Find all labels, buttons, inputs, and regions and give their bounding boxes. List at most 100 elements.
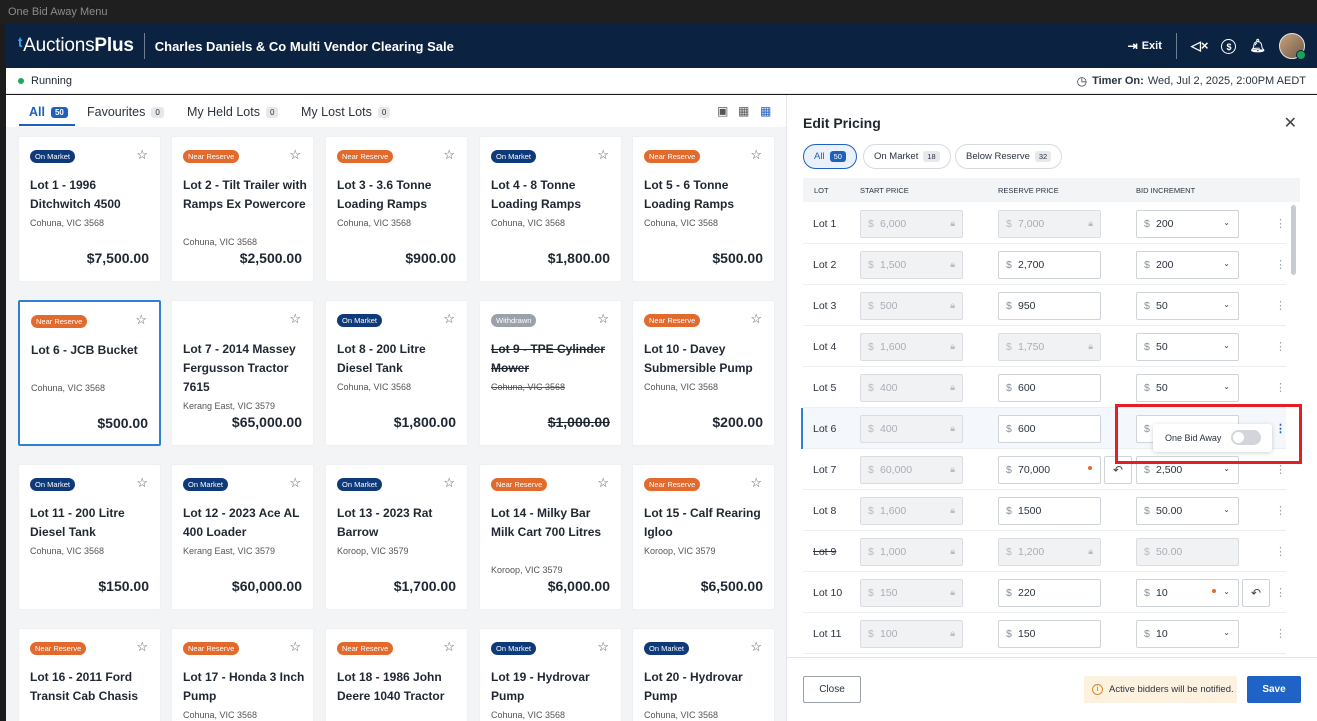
close-button[interactable]: Close: [803, 676, 861, 703]
favourite-star-icon[interactable]: ☆: [443, 475, 455, 490]
reserve-price-field[interactable]: $ 600: [998, 374, 1101, 402]
lot-card[interactable]: On Market ☆ Lot 20 - Hydrovar Pump Cohuna, …: [632, 628, 775, 721]
auctionsplus-logo[interactable]: ᵗ Auctions Plus: [18, 35, 134, 58]
lot-title[interactable]: Lot 20 - Hydrovar Pump: [644, 670, 743, 703]
bid-increment-select[interactable]: $ 50.00 ⌄: [1136, 497, 1239, 525]
favourite-star-icon[interactable]: ☆: [597, 147, 609, 162]
lot-card[interactable]: On Market ☆ Lot 13 - 2023 Rat Barrow Koroop…: [325, 464, 468, 610]
dollar-icon[interactable]: $: [1221, 38, 1237, 55]
lot-card[interactable]: On Market ☆ Lot 4 - 8 Tonne Loading Ramps C…: [479, 136, 622, 282]
reserve-price-field[interactable]: $ 150: [998, 620, 1101, 648]
lot-title[interactable]: Lot 15 - Calf Rearing Igloo: [644, 506, 761, 539]
tab-favourites[interactable]: Favourites 0: [87, 102, 164, 122]
row-menu-icon[interactable]: ⋮: [1275, 505, 1286, 517]
favourite-star-icon[interactable]: ☆: [597, 311, 609, 326]
lot-card[interactable]: Near Reserve ☆ Lot 5 - 6 Tonne Loading Ram…: [632, 136, 775, 282]
row-menu-icon[interactable]: ⋮: [1275, 464, 1286, 476]
reserve-price-field[interactable]: $ 950: [998, 292, 1101, 320]
lot-card[interactable]: On Market ☆ Lot 8 - 200 Litre Diesel Tank C…: [325, 300, 468, 446]
bell-icon[interactable]: 🔔︎: [1249, 38, 1266, 53]
lot-title[interactable]: Lot 16 - 2011 Ford Transit Cab Chasis: [30, 670, 139, 703]
lot-card[interactable]: On Market ☆ Lot 11 - 200 Litre Diesel Tank…: [18, 464, 161, 610]
lot-card[interactable]: Near Reserve ☆ Lot 10 - Davey Submersible …: [632, 300, 775, 446]
lot-card[interactable]: Near Reserve ☆ Lot 15 - Calf Rearing Igloo…: [632, 464, 775, 610]
favourite-star-icon[interactable]: ☆: [750, 475, 762, 490]
lot-title[interactable]: Lot 5 - 6 Tonne Loading Ramps: [644, 178, 735, 211]
lot-card[interactable]: Near Reserve ☆ Lot 3 - 3.6 Tonne Loading R…: [325, 136, 468, 282]
lot-card[interactable]: Near Reserve ☆ Lot 17 - Honda 3 Inch Pump C…: [171, 628, 314, 721]
image-view-icon[interactable]: ▣: [717, 104, 729, 118]
mute-icon[interactable]: ◁×: [1190, 38, 1209, 53]
one-bid-away-toggle[interactable]: [1231, 430, 1261, 445]
bid-increment-select[interactable]: $ 200 ⌄: [1136, 210, 1239, 238]
lot-card[interactable]: On Market ☆ Lot 12 - 2023 Ace AL 400 Loade…: [171, 464, 314, 610]
lot-title[interactable]: Lot 8 - 200 Litre Diesel Tank: [337, 342, 426, 375]
row-menu-icon[interactable]: ⋮: [1275, 259, 1286, 271]
lot-title[interactable]: Lot 3 - 3.6 Tonne Loading Ramps: [337, 178, 432, 211]
favourite-star-icon[interactable]: ☆: [289, 147, 301, 162]
favourite-star-icon[interactable]: ☆: [750, 639, 762, 654]
lot-title[interactable]: Lot 19 - Hydrovar Pump: [491, 670, 590, 703]
avatar[interactable]: [1279, 33, 1306, 60]
filter-on-market[interactable]: On Market 18: [863, 144, 951, 169]
favourite-star-icon[interactable]: ☆: [135, 312, 147, 327]
pricing-scrollbar[interactable]: [1291, 205, 1296, 275]
lot-title[interactable]: Lot 12 - 2023 Ace AL 400 Loader: [183, 506, 300, 539]
row-menu-icon[interactable]: ⋮: [1275, 341, 1286, 353]
lot-card[interactable]: Withdrawn ☆ Lot 9 - TPE Cylinder Mower Cohu…: [479, 300, 622, 446]
lot-title[interactable]: Lot 14 - Milky Bar Milk Cart 700 Litres: [491, 506, 602, 539]
favourite-star-icon[interactable]: ☆: [443, 311, 455, 326]
row-menu-icon[interactable]: ⋮: [1275, 587, 1286, 599]
row-menu-icon[interactable]: ⋮: [1275, 300, 1286, 312]
tab-my-lost-lots[interactable]: My Lost Lots 0: [301, 102, 391, 122]
table-view-icon[interactable]: ▦: [738, 104, 750, 118]
reserve-price-field[interactable]: $ 2,700: [998, 251, 1101, 279]
lot-title[interactable]: Lot 18 - 1986 John Deere 1040 Tractor: [337, 670, 445, 703]
bid-increment-select[interactable]: $ 200 ⌄: [1136, 251, 1239, 279]
lot-title[interactable]: Lot 13 - 2023 Rat Barrow: [337, 506, 433, 539]
favourite-star-icon[interactable]: ☆: [443, 147, 455, 162]
lot-card[interactable]: Near Reserve ☆ Lot 6 - JCB Bucket Cohuna, V…: [18, 300, 161, 446]
lot-title[interactable]: Lot 17 - Honda 3 Inch Pump: [183, 670, 305, 703]
favourite-star-icon[interactable]: ☆: [750, 311, 762, 326]
save-button[interactable]: Save: [1247, 676, 1301, 703]
favourite-star-icon[interactable]: ☆: [289, 311, 301, 326]
row-menu-icon[interactable]: ⋮: [1275, 382, 1286, 394]
reserve-price-field[interactable]: $ 1500: [998, 497, 1101, 525]
exit-button[interactable]: ⇥ Exit: [1128, 39, 1162, 53]
tab-my-held-lots[interactable]: My Held Lots 0: [187, 102, 279, 122]
bid-increment-select[interactable]: $ 10 ⌄: [1136, 579, 1239, 607]
lot-title[interactable]: Lot 9 - TPE Cylinder Mower: [491, 342, 606, 375]
favourite-star-icon[interactable]: ☆: [750, 147, 762, 162]
row-menu-icon[interactable]: ⋮: [1275, 628, 1286, 640]
lot-title[interactable]: Lot 10 - Davey Submersible Pump: [644, 342, 753, 375]
lot-card[interactable]: Near Reserve ☆ Lot 16 - 2011 Ford Transit …: [18, 628, 161, 721]
bid-increment-select[interactable]: $ 50 ⌄: [1136, 333, 1239, 361]
undo-increment-button[interactable]: ↶: [1242, 579, 1270, 607]
reserve-price-field[interactable]: $ 70,000: [998, 456, 1101, 484]
bid-increment-select[interactable]: $ 50 ⌄: [1136, 292, 1239, 320]
favourite-star-icon[interactable]: ☆: [289, 639, 301, 654]
lot-card[interactable]: On Market ☆ Lot 19 - Hydrovar Pump Cohuna, …: [479, 628, 622, 721]
lot-title[interactable]: Lot 4 - 8 Tonne Loading Ramps: [491, 178, 582, 211]
close-icon[interactable]: ✕: [1283, 115, 1297, 132]
favourite-star-icon[interactable]: ☆: [136, 639, 148, 654]
filter-below-reserve[interactable]: Below Reserve 32: [955, 144, 1063, 169]
lot-title[interactable]: Lot 11 - 200 Litre Diesel Tank: [30, 506, 125, 539]
undo-reserve-button[interactable]: ↶: [1104, 456, 1132, 484]
grid-view-icon[interactable]: ▦: [760, 104, 772, 118]
filter-all[interactable]: All 50: [803, 144, 857, 169]
row-menu-icon[interactable]: ⋮: [1275, 546, 1286, 558]
lot-title[interactable]: Lot 2 - Tilt Trailer with Ramps Ex Power…: [183, 178, 307, 211]
favourite-star-icon[interactable]: ☆: [597, 639, 609, 654]
lot-title[interactable]: Lot 6 - JCB Bucket: [31, 343, 138, 357]
bid-increment-select[interactable]: $ 10 ⌄: [1136, 620, 1239, 648]
lot-card[interactable]: Near Reserve ☆ Lot 18 - 1986 John Deere 10…: [325, 628, 468, 721]
lot-card[interactable]: Near Reserve ☆ Lot 14 - Milky Bar Milk Car…: [479, 464, 622, 610]
tab-all[interactable]: All 50: [29, 102, 68, 122]
lot-title[interactable]: Lot 1 - 1996 Ditchwitch 4500: [30, 178, 121, 211]
favourite-star-icon[interactable]: ☆: [136, 147, 148, 162]
lot-card[interactable]: Near Reserve ☆ Lot 2 - Tilt Trailer with R…: [171, 136, 314, 282]
favourite-star-icon[interactable]: ☆: [443, 639, 455, 654]
lot-card[interactable]: ☆ Lot 7 - 2014 Massey Fergusson Tractor 7…: [171, 300, 314, 446]
